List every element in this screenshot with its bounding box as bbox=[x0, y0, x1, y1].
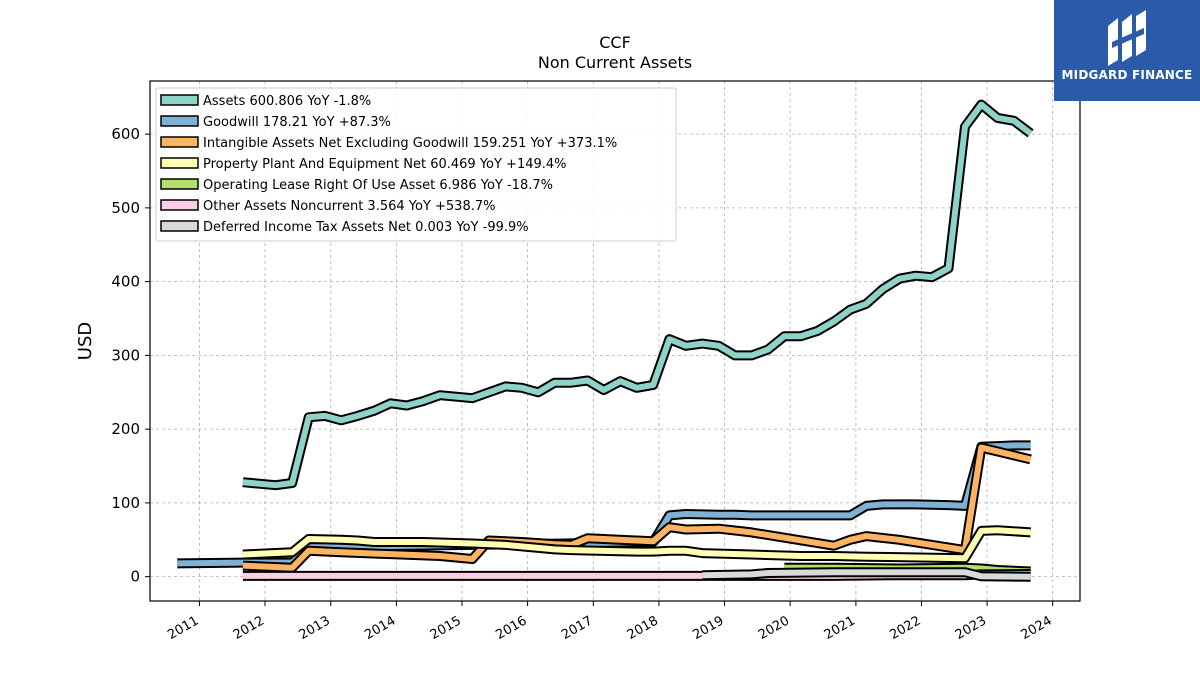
legend-label: Other Assets Noncurrent 3.564 YoY +538.7… bbox=[203, 199, 495, 214]
chart-subtitle: Non Current Assets bbox=[538, 53, 692, 72]
legend-box bbox=[155, 87, 677, 242]
legend-item: Deferred Income Tax Assets Net 0.003 YoY… bbox=[160, 220, 529, 235]
legend-item: Intangible Assets Net Excluding Goodwill… bbox=[160, 136, 617, 151]
y-tick-label: 100 bbox=[111, 494, 140, 512]
legend-label: Assets 600.806 YoY -1.8% bbox=[203, 94, 371, 109]
series-lines bbox=[177, 99, 1034, 582]
legend-label: Intangible Assets Net Excluding Goodwill… bbox=[203, 136, 617, 151]
y-tick-label: 500 bbox=[111, 199, 140, 217]
x-tick-label: 2019 bbox=[690, 613, 726, 643]
x-tick-label: 2018 bbox=[625, 613, 661, 643]
series-3 bbox=[242, 525, 1031, 564]
legend-item: Assets 600.806 YoY -1.8% bbox=[160, 94, 371, 109]
legend-label: Deferred Income Tax Assets Net 0.003 YoY… bbox=[203, 220, 529, 235]
brand-name: MIDGARD FINANCE bbox=[1061, 68, 1193, 82]
series-line bbox=[242, 527, 1031, 562]
series-line bbox=[242, 101, 1033, 489]
x-tick-label: 2021 bbox=[822, 613, 858, 643]
legend-item: Operating Lease Right Of Use Asset 6.986… bbox=[160, 178, 553, 193]
midgard-logo-icon bbox=[1108, 10, 1146, 66]
x-tick-label: 2024 bbox=[1019, 613, 1055, 643]
series-2 bbox=[242, 442, 1032, 573]
y-tick-label: 0 bbox=[130, 568, 140, 586]
plot-frame bbox=[149, 80, 1081, 602]
x-tick-label: 2015 bbox=[428, 613, 464, 643]
legend-item: Property Plant And Equipment Net 60.469 … bbox=[160, 157, 567, 172]
y-tick-label: 200 bbox=[111, 420, 140, 438]
legend-swatch bbox=[160, 115, 199, 127]
y-axis-label: USD bbox=[75, 322, 96, 360]
x-tick-label: 2014 bbox=[362, 613, 398, 643]
legend-swatch bbox=[160, 94, 199, 106]
legend-swatch bbox=[160, 220, 199, 232]
y-tick-label: 600 bbox=[111, 125, 140, 143]
y-tick-label: 300 bbox=[111, 346, 140, 364]
x-tick-label: 2017 bbox=[559, 613, 595, 643]
x-axis-ticks: 2011 2012 2013 2014 2015 2016 2017 2018 2019 2020… bbox=[165, 601, 1055, 643]
x-tick-label: 2013 bbox=[297, 613, 333, 643]
legend-label: Goodwill 178.21 YoY +87.3% bbox=[203, 115, 391, 130]
y-axis-ticks: 0 100 200 300 400 500 600 bbox=[111, 125, 150, 586]
y-tick-label: 400 bbox=[111, 273, 140, 291]
legend-swatch bbox=[160, 157, 199, 169]
series-line bbox=[242, 444, 1032, 571]
x-tick-label: 2016 bbox=[493, 613, 529, 643]
legend-label: Property Plant And Equipment Net 60.469 … bbox=[203, 157, 567, 172]
x-tick-label: 2023 bbox=[953, 613, 989, 643]
legend-swatch bbox=[160, 199, 199, 211]
x-tick-label: 2011 bbox=[165, 613, 201, 643]
legend-label: Operating Lease Right Of Use Asset 6.986… bbox=[203, 178, 553, 193]
legend-swatch bbox=[160, 178, 199, 190]
series-0 bbox=[242, 99, 1034, 491]
legend-item: Other Assets Noncurrent 3.564 YoY +538.7… bbox=[160, 199, 495, 214]
legend-swatch bbox=[160, 136, 199, 148]
x-tick-label: 2012 bbox=[231, 613, 267, 643]
brand-logo: MIDGARD FINANCE bbox=[1054, 0, 1200, 101]
legend: Assets 600.806 YoY -1.8% Goodwill 178.21 … bbox=[155, 87, 677, 242]
series-line bbox=[702, 569, 1031, 580]
chart-title: CCF bbox=[599, 33, 631, 52]
x-tick-label: 2020 bbox=[756, 613, 792, 643]
legend-item: Goodwill 178.21 YoY +87.3% bbox=[160, 115, 391, 130]
x-tick-label: 2022 bbox=[887, 613, 923, 643]
series-6 bbox=[702, 567, 1031, 582]
